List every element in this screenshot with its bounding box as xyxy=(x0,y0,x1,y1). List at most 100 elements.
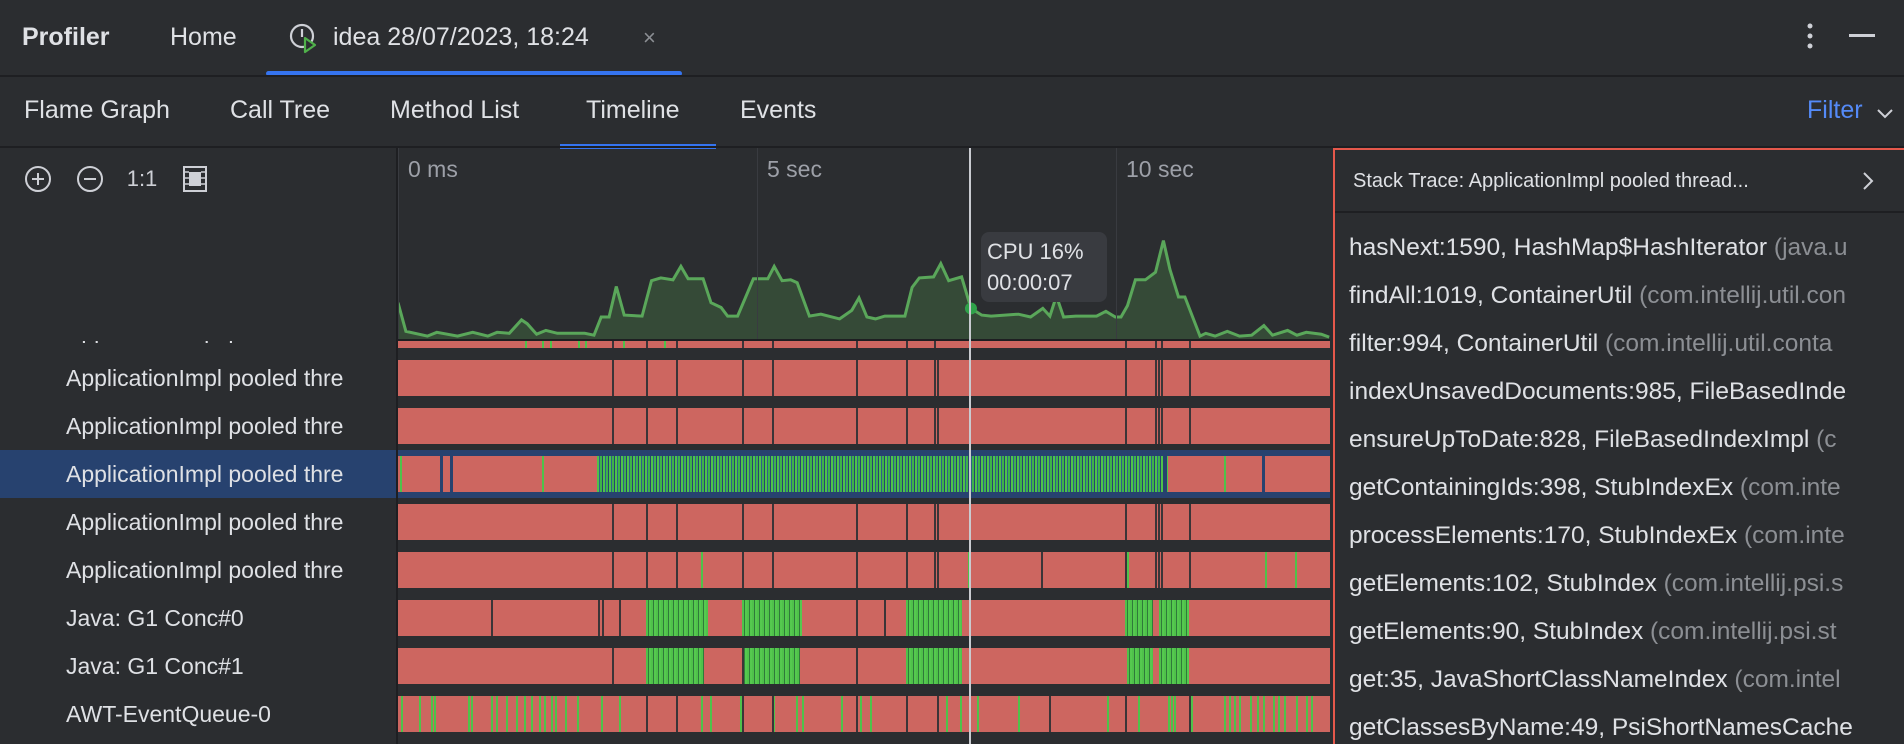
state-boundary xyxy=(675,408,678,444)
thread-timeline-row[interactable] xyxy=(398,642,1330,690)
state-boundary xyxy=(933,360,936,396)
running-sample xyxy=(523,696,526,732)
running-sample xyxy=(1264,552,1267,588)
stack-trace-header[interactable]: Stack Trace: ApplicationImpl pooled thre… xyxy=(1335,150,1904,213)
thread-name: ApplicationImpl pooled thre xyxy=(66,509,344,535)
state-boundary xyxy=(933,552,936,588)
thread-row[interactable]: ApplicationImpl pooled thre xyxy=(0,341,396,354)
tab-flame-graph[interactable]: Flame Graph xyxy=(24,96,170,124)
tooltip-time: 00:00:07 xyxy=(987,270,1073,295)
stack-frame[interactable]: hasNext:1590, HashMap$HashIterator (java… xyxy=(1349,224,1847,272)
running-sample xyxy=(1296,696,1299,732)
thread-state-bar xyxy=(398,696,1330,732)
cpu-chart[interactable]: 0 ms 5 sec 10 sec CPU 16% 00:00:07 xyxy=(398,148,1330,341)
state-boundary xyxy=(675,696,678,732)
running-sample xyxy=(525,341,528,348)
stack-frame[interactable]: getClassesByName:49, PsiShortNamesCache xyxy=(1349,704,1853,744)
running-sample xyxy=(1107,696,1110,732)
stack-frame[interactable]: getContainingIds:398, StubIndexEx (com.i… xyxy=(1349,464,1841,512)
running-sample xyxy=(1263,696,1266,732)
state-boundary xyxy=(675,552,678,588)
thread-timeline-row[interactable] xyxy=(398,690,1330,738)
close-tab-icon[interactable]: × xyxy=(643,25,656,50)
state-boundary xyxy=(611,341,614,348)
minimize-icon[interactable] xyxy=(1849,34,1875,37)
stack-frame[interactable]: findAll:1019, ContainerUtil (com.intelli… xyxy=(1349,272,1846,320)
filter-button[interactable]: Filter xyxy=(1807,96,1863,124)
state-boundary xyxy=(741,360,744,396)
running-sample xyxy=(1223,456,1226,492)
thread-timeline-row[interactable] xyxy=(398,450,1330,498)
tab-home[interactable]: Home xyxy=(170,23,237,51)
frame-method: hasNext:1590, HashMap$HashIterator xyxy=(1349,234,1768,261)
thread-timeline-row[interactable] xyxy=(398,594,1330,642)
frame-method: getElements:102, StubIndex xyxy=(1349,570,1657,597)
time-cursor[interactable] xyxy=(969,148,971,744)
chevron-down-icon[interactable] xyxy=(1877,106,1893,119)
thread-timeline-row[interactable] xyxy=(398,498,1330,546)
actual-size-button[interactable]: 1:1 xyxy=(126,166,158,191)
frame-method: getClassesByName:49, PsiShortNamesCache xyxy=(1349,714,1853,741)
tab-call-tree[interactable]: Call Tree xyxy=(230,96,331,124)
state-boundary xyxy=(936,408,939,444)
thread-row[interactable]: ApplicationImpl pooled thre xyxy=(0,450,396,498)
stack-frame[interactable]: get:35, JavaShortClassNameIndex (com.int… xyxy=(1349,656,1841,704)
running-sample xyxy=(1257,696,1260,732)
zoom-out-icon[interactable] xyxy=(75,164,105,194)
frame-method: findAll:1019, ContainerUtil xyxy=(1349,282,1633,309)
stack-frame[interactable]: ensureUpToDate:828, FileBasedIndexImpl (… xyxy=(1349,416,1837,464)
thread-row[interactable]: ApplicationImpl pooled thre xyxy=(0,354,396,402)
frame-package: (com.intel xyxy=(1734,666,1841,693)
frame-package: (java.u xyxy=(1773,234,1848,261)
running-segment xyxy=(645,600,709,636)
thread-timeline[interactable] xyxy=(398,341,1330,744)
grid-line xyxy=(398,148,399,341)
thread-timeline-row[interactable] xyxy=(398,341,1330,354)
running-sample xyxy=(431,696,434,732)
stack-frame[interactable]: indexUnsavedDocuments:985, FileBasedInde xyxy=(1349,368,1846,416)
stack-frame[interactable]: getElements:90, StubIndex (com.intellij.… xyxy=(1349,608,1837,656)
stack-frame[interactable]: processElements:170, StubIndexEx (com.in… xyxy=(1349,512,1845,560)
state-boundary xyxy=(933,504,936,540)
stack-frame[interactable]: getElements:102, StubIndex (com.intellij… xyxy=(1349,560,1843,608)
state-boundary xyxy=(1189,408,1192,444)
thread-name: ApplicationImpl pooled thre xyxy=(66,341,396,354)
state-boundary xyxy=(856,408,859,444)
stack-frame[interactable]: filter:994, ContainerUtil (com.intellij.… xyxy=(1349,320,1832,368)
frame-method: filter:994, ContainerUtil xyxy=(1349,330,1599,357)
thread-row[interactable]: ApplicationImpl pooled thre xyxy=(0,498,396,546)
tab-timeline[interactable]: Timeline xyxy=(586,96,680,124)
thread-timeline-row[interactable] xyxy=(398,402,1330,450)
thread-list-panel: 1:1 xyxy=(0,150,397,744)
state-boundary xyxy=(450,456,454,492)
thread-timeline-row[interactable] xyxy=(398,354,1330,402)
tab-snapshot[interactable]: idea 28/07/2023, 18:24 xyxy=(333,23,589,51)
thread-row[interactable]: AWT-EventQueue-0 xyxy=(0,690,396,738)
running-sample xyxy=(1272,696,1275,732)
divider xyxy=(0,75,1904,77)
state-boundary xyxy=(1125,341,1128,348)
thread-row[interactable]: ApplicationImpl pooled thre xyxy=(0,402,396,450)
running-sample xyxy=(1171,696,1174,732)
thread-timeline-row[interactable] xyxy=(398,546,1330,594)
thread-row[interactable]: ApplicationImpl pooled thre xyxy=(0,546,396,594)
state-boundary xyxy=(772,408,775,444)
thread-state-bar xyxy=(398,552,1330,588)
zoom-in-icon[interactable] xyxy=(23,164,53,194)
running-sample xyxy=(541,456,544,492)
running-sample xyxy=(584,341,587,348)
running-sample xyxy=(1305,696,1308,732)
state-boundary xyxy=(645,408,648,444)
chevron-right-icon[interactable] xyxy=(1857,170,1879,192)
more-vertical-icon[interactable] xyxy=(1804,22,1816,52)
thread-row[interactable]: Java: G1 Conc#1 xyxy=(0,642,396,690)
state-boundary xyxy=(1160,504,1163,540)
panel-divider[interactable] xyxy=(396,148,398,744)
cpu-chart-svg xyxy=(398,240,1330,339)
tool-window-header: Profiler Home idea 28/07/2023, 18:24 × xyxy=(0,0,1904,76)
tab-events[interactable]: Events xyxy=(740,96,817,124)
fit-icon[interactable] xyxy=(180,164,210,194)
thread-row[interactable]: Java: G1 Conc#0 xyxy=(0,594,396,642)
thread-name: ApplicationImpl pooled thre xyxy=(66,365,344,391)
tab-method-list[interactable]: Method List xyxy=(390,96,520,124)
